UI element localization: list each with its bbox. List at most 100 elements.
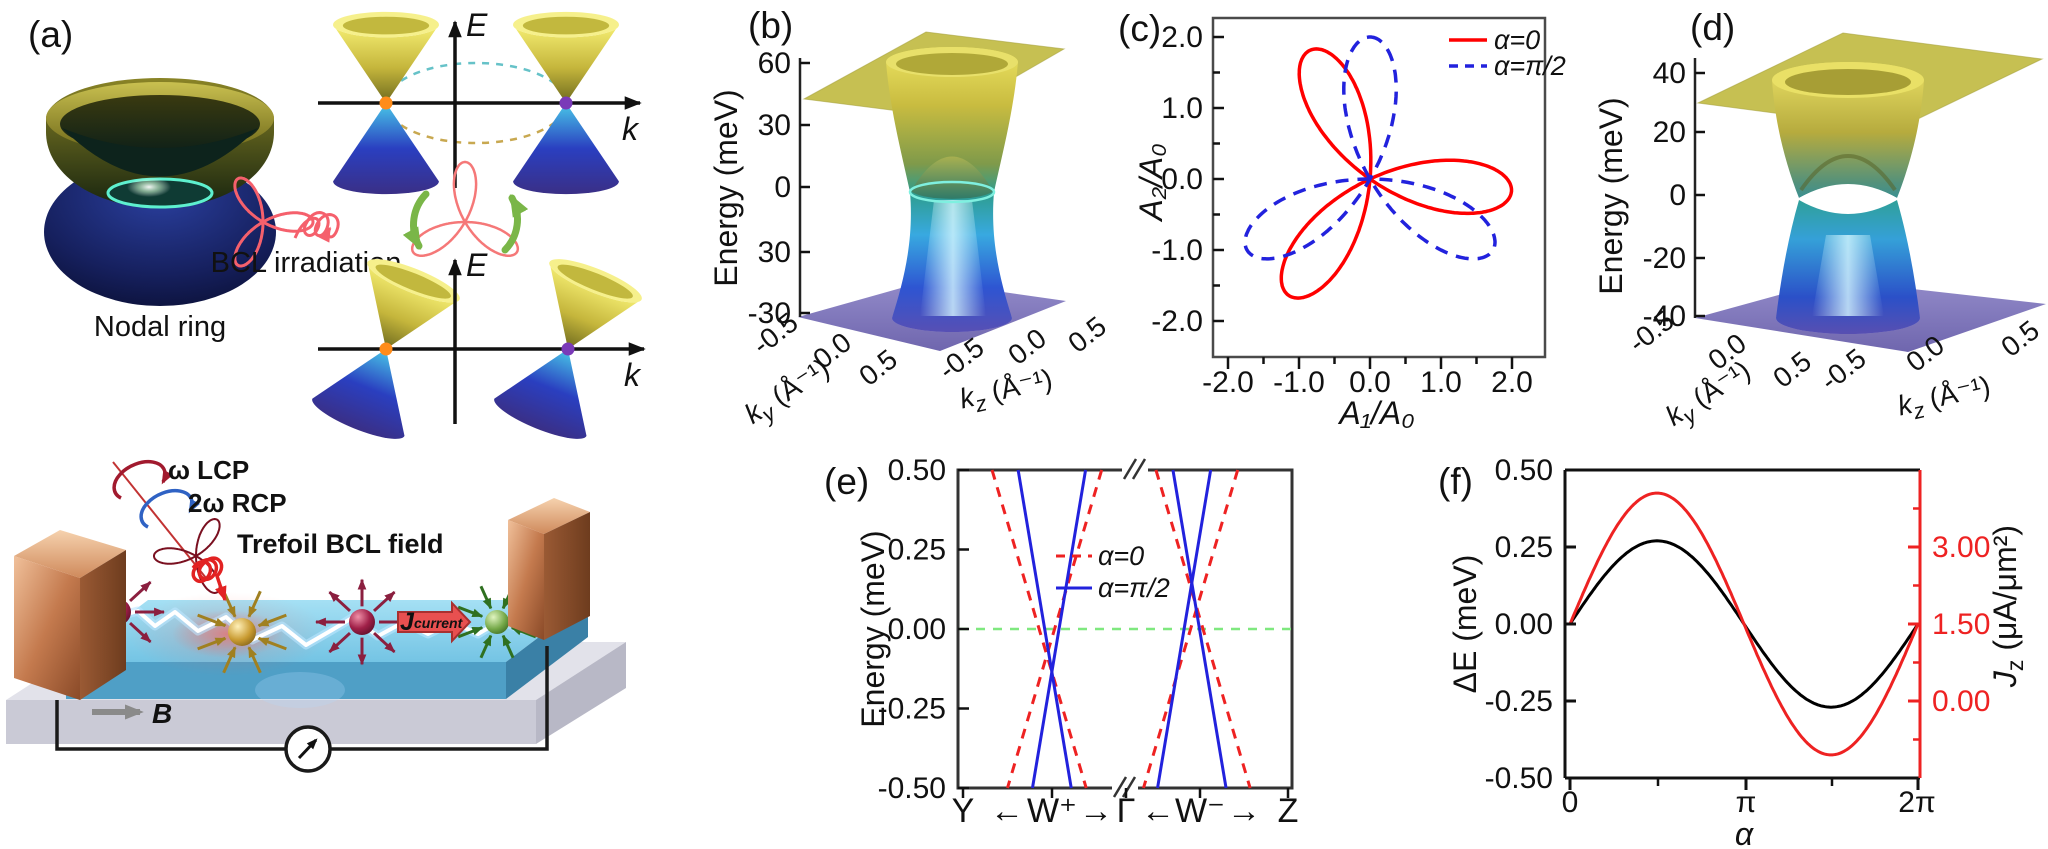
tick-label: 0.25 (888, 534, 946, 567)
c-y-axis-title: A₂/A₀ (1133, 143, 1169, 222)
tick-label: → (1079, 792, 1113, 830)
panel-f-line-plot: (f) 0.50 0.25 0.00 -0.25 -0.50 3.00 1.50 0.00 0 π… (1438, 454, 2028, 849)
outward-spin-arrow (373, 631, 396, 654)
outward-spin-arrow (129, 621, 152, 644)
lcp-label: ω LCP (168, 455, 249, 485)
tick-label: Y (952, 792, 975, 830)
d-z-ticks: 40 20 0 -20 -40 (1643, 57, 1705, 333)
tick-label: -40 (1643, 300, 1686, 333)
current-word-label: current (414, 615, 464, 631)
e-bands-alpha-0 (990, 469, 1252, 789)
panel-c-trefoil-plot: (c) 2.0 1.0 0.0 -1.0 -2.0 -2.0 -1.0 0.0 1.0 2.0 A… (1118, 8, 1566, 431)
irradiated-ion-sphere (228, 618, 256, 646)
tick-label: -1.0 (1273, 366, 1325, 399)
band-line (1016, 469, 1073, 789)
tick-label: 2.0 (1161, 21, 1203, 54)
tick-label: π (1736, 786, 1757, 819)
bcl-irradiation-icon (233, 176, 340, 268)
nodal-ring-cavity (60, 95, 260, 153)
e-x-path-labels: Y ← W⁺ → Γ ← W⁻ → Z (952, 792, 1299, 830)
inner-band-arch (1799, 154, 1897, 192)
b-z-ticks: 60 30 0 30 -30 (748, 47, 810, 330)
tick-label: 1.0 (1161, 92, 1203, 125)
rcp-circular-arrow-icon (139, 488, 201, 529)
base-slab-front (6, 700, 536, 744)
tick-label: -1.0 (1151, 234, 1203, 267)
f-ticks: 0.50 0.25 0.00 -0.25 -0.50 3.00 1.50 0.00 0 π 2π (1485, 454, 1991, 819)
f-x-axis-title: α (1735, 816, 1754, 849)
band-line (1030, 469, 1088, 789)
d-kz-axis-title: kz (Å⁻¹) (1894, 370, 1994, 427)
tick-label: 0.5 (853, 343, 903, 391)
circuit-wire-right (330, 646, 549, 751)
f-right-axis-title: Jz (μA/μm²) (1987, 525, 2028, 688)
tick-label: 40 (1653, 57, 1686, 90)
c-x-axis-title: A₁/A₀ (1337, 395, 1414, 431)
e-legend: α=0 α=π/2 (1056, 541, 1170, 603)
trefoil-light-icon (233, 176, 315, 268)
plot-frame (956, 468, 1294, 790)
weyl-point-purple (561, 342, 575, 356)
inner-band-dome (911, 156, 993, 199)
ek-diagram-top: E k (318, 7, 642, 195)
tick-label: 0.00 (888, 613, 946, 646)
band-line (1171, 469, 1228, 789)
tick-label: 0.0 (1161, 163, 1203, 196)
trefoil-field-icon (153, 518, 221, 594)
lcp-circular-arrow-icon (112, 459, 174, 500)
beam-coil-arrow-icon (191, 556, 227, 602)
tick-label: 2.0 (1491, 366, 1533, 399)
tick-label: Γ (1117, 792, 1136, 830)
rotation-trefoil (402, 160, 529, 257)
ammeter-needle (297, 738, 318, 760)
tick-label: 0.5 (1995, 314, 2045, 362)
inward-spin-arrow (510, 626, 537, 639)
inward-spin-arrow (501, 634, 515, 659)
e-axis-label: E (466, 7, 488, 43)
e-bands-alpha-pi-2 (1016, 469, 1228, 789)
tick-label: ← (990, 792, 1024, 830)
electrode-left (14, 530, 126, 700)
current-arrow-icon (397, 600, 472, 644)
tick-label: → (1227, 792, 1261, 830)
tick-label: -2.0 (1202, 366, 1254, 399)
current-arrow: J current (397, 600, 472, 644)
plot-frame (1211, 16, 1547, 359)
tick-label: -0.25 (878, 693, 946, 726)
band-gap-lens (1797, 184, 1899, 214)
inward-spin-arrow (257, 636, 287, 651)
weyl-point-orange (379, 342, 393, 356)
f-left-axis-title: ΔE (meV) (1447, 555, 1483, 694)
lens-flare (255, 672, 345, 708)
nodal-ring-dashed-bottom (384, 102, 568, 145)
inward-spin-arrow (197, 636, 227, 651)
tick-label: 0.00 (1932, 685, 1990, 718)
nodal-ring-caption: Nodal ring (94, 311, 226, 343)
tick-label: -0.5 (1815, 342, 1872, 396)
d-ky-axis-title: ky (Å⁻¹) (1660, 354, 1759, 436)
tick-label: 0 (1562, 786, 1579, 819)
tick-label: 0.5 (1062, 310, 1112, 358)
panel-a-illustration: (a) Nodal ring BCL irradiation E k (6, 7, 647, 773)
inward-spin-arrow (479, 585, 493, 610)
e-y-axis-title: Energy (meV) (855, 530, 891, 727)
tick-label: 0 (1669, 179, 1686, 212)
tick-label: -30 (748, 297, 791, 330)
tick-label: 0 (774, 171, 791, 204)
nodal-ring-glow (127, 177, 171, 197)
weyl-point-purple (559, 96, 573, 110)
base-slab-side (536, 642, 626, 744)
panel-d-label: (d) (1690, 7, 1735, 48)
tick-label: 2π (1898, 786, 1935, 819)
e-axis-break-top (1122, 458, 1148, 480)
tick-label: ← (1141, 792, 1175, 830)
tick-label: 0.50 (1495, 454, 1553, 487)
band-line (1156, 469, 1213, 789)
tick-label: 3.00 (1932, 531, 1990, 564)
tick-label: 20 (1653, 116, 1686, 149)
b-field-label: B (152, 698, 172, 729)
outward-spin-arrow (328, 590, 351, 613)
b-ky-axis-title: ky (Å⁻¹) (739, 352, 838, 434)
